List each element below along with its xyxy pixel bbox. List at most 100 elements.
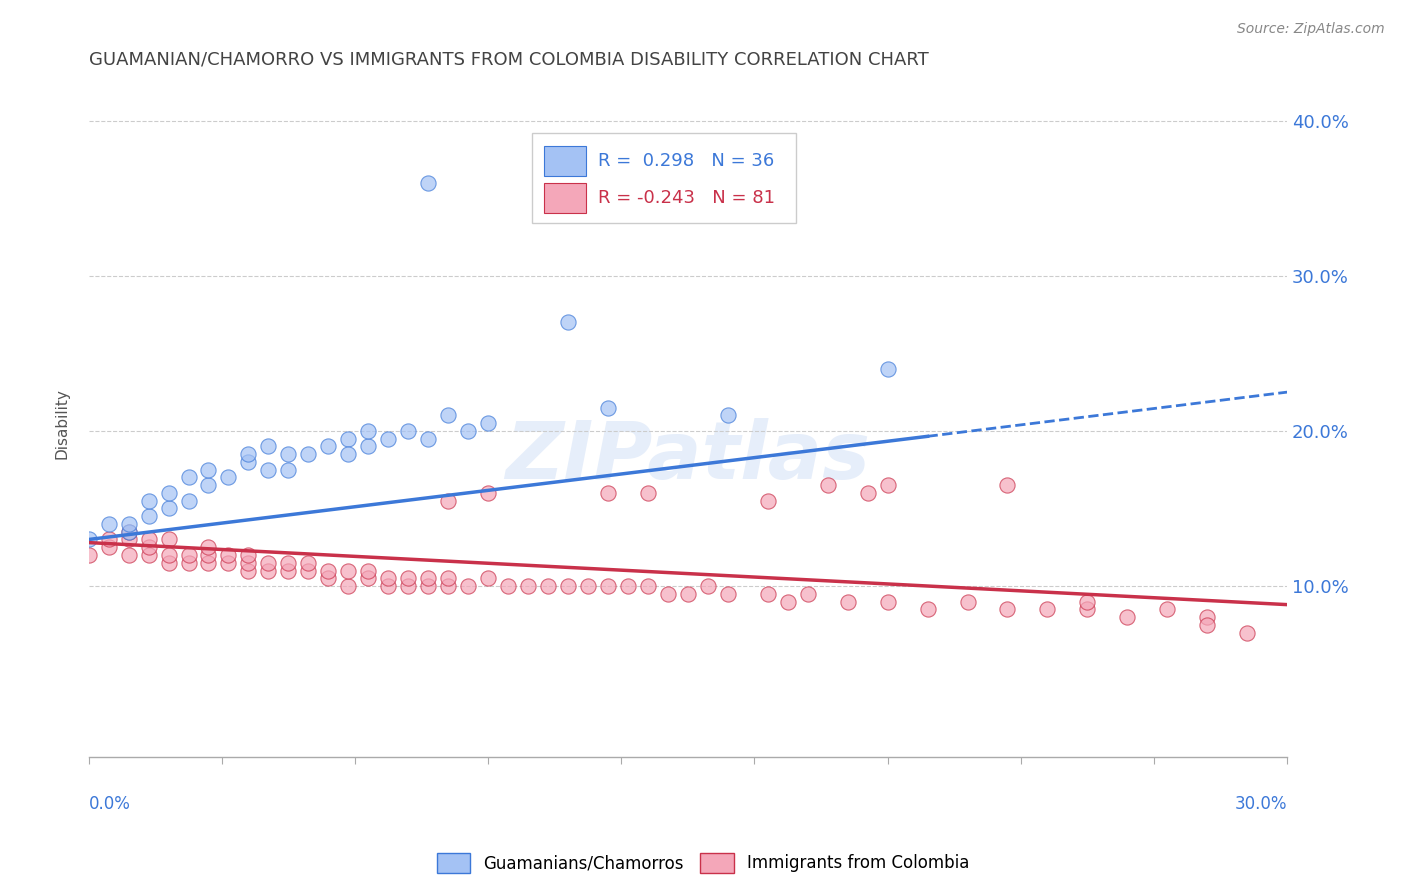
Point (377, 432, 399, 446)
Point (197, 463, 219, 477)
Point (657, 587, 679, 601)
Point (117, 533, 139, 547)
Point (418, 571, 440, 585)
Point (357, 571, 380, 585)
Point (177, 556, 200, 570)
Point (876, 362, 898, 376)
Point (257, 439, 280, 453)
Point (676, 587, 699, 601)
Point (357, 564, 380, 578)
Point (1076, 594, 1098, 608)
Point (396, 571, 419, 585)
Point (1236, 625, 1258, 640)
FancyBboxPatch shape (544, 183, 586, 213)
Point (238, 447, 260, 461)
Point (318, 439, 340, 453)
Point (238, 564, 260, 578)
Point (238, 548, 260, 562)
Point (357, 439, 380, 453)
Point (1156, 602, 1178, 616)
Point (297, 564, 319, 578)
Point (138, 540, 160, 554)
Point (97, 540, 120, 554)
Point (637, 579, 659, 593)
Point (817, 478, 839, 492)
Point (876, 594, 898, 608)
Point (157, 486, 180, 500)
Point (117, 548, 139, 562)
Point (557, 315, 579, 329)
Point (856, 486, 879, 500)
Point (217, 556, 239, 570)
Point (437, 409, 460, 423)
Text: Source: ZipAtlas.com: Source: ZipAtlas.com (1237, 22, 1385, 37)
Point (537, 579, 560, 593)
Point (756, 493, 779, 508)
Point (637, 486, 659, 500)
Legend: Guamanians/Chamorros, Immigrants from Colombia: Guamanians/Chamorros, Immigrants from Co… (430, 847, 976, 880)
Point (596, 401, 619, 415)
Point (457, 424, 479, 438)
Point (997, 478, 1019, 492)
Point (297, 447, 319, 461)
Point (138, 548, 160, 562)
Point (437, 571, 460, 585)
Point (297, 556, 319, 570)
Point (117, 524, 139, 539)
Point (477, 571, 499, 585)
Point (157, 548, 180, 562)
Point (97, 516, 120, 531)
Point (1036, 602, 1059, 616)
Point (1197, 610, 1219, 624)
Text: R = -0.243   N = 81: R = -0.243 N = 81 (598, 189, 775, 207)
Point (197, 556, 219, 570)
Point (257, 556, 280, 570)
Point (157, 533, 180, 547)
Point (437, 493, 460, 508)
Point (377, 579, 399, 593)
Point (318, 564, 340, 578)
Point (257, 463, 280, 477)
Point (197, 548, 219, 562)
Point (337, 432, 360, 446)
Point (177, 548, 200, 562)
Point (337, 447, 360, 461)
Point (796, 587, 818, 601)
Point (138, 533, 160, 547)
Point (238, 455, 260, 469)
Point (217, 470, 239, 484)
Point (596, 486, 619, 500)
Point (238, 556, 260, 570)
Point (917, 602, 939, 616)
Point (157, 501, 180, 516)
Point (277, 564, 299, 578)
FancyBboxPatch shape (531, 133, 796, 223)
Point (77, 548, 100, 562)
Point (197, 540, 219, 554)
Point (837, 594, 859, 608)
Point (357, 424, 380, 438)
Point (1076, 602, 1098, 616)
Point (277, 556, 299, 570)
Point (337, 579, 360, 593)
Point (277, 447, 299, 461)
Point (197, 478, 219, 492)
Point (117, 516, 139, 531)
Point (418, 579, 440, 593)
Text: 30.0%: 30.0% (1234, 796, 1286, 814)
Point (477, 416, 499, 430)
Point (377, 571, 399, 585)
Point (696, 579, 718, 593)
Point (396, 424, 419, 438)
Point (437, 579, 460, 593)
Point (576, 579, 599, 593)
Point (457, 579, 479, 593)
Point (177, 493, 200, 508)
Point (517, 579, 540, 593)
Point (177, 470, 200, 484)
Point (1197, 617, 1219, 632)
Point (496, 579, 519, 593)
Point (1116, 610, 1139, 624)
Point (97, 533, 120, 547)
Point (418, 176, 440, 190)
